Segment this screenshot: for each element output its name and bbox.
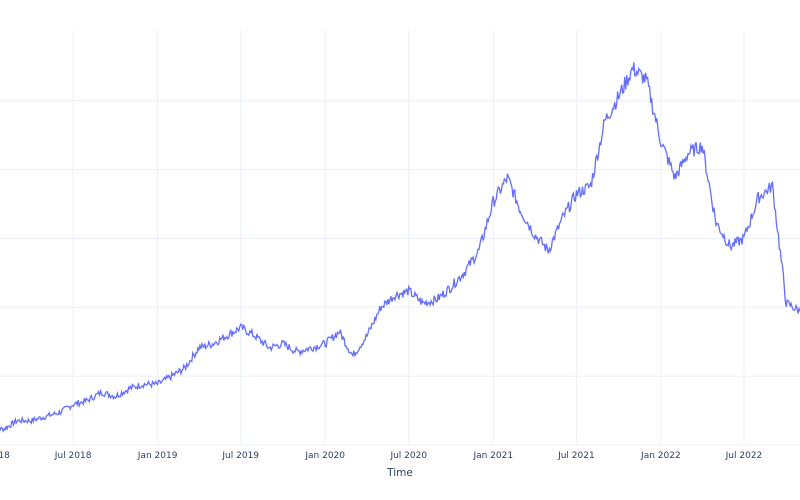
series-line <box>0 62 800 433</box>
x-tick-label: Jul 2020 <box>389 451 427 461</box>
x-tick-label: Jan 2021 <box>472 451 513 461</box>
x-tick-label: Jan 2018 <box>0 451 10 461</box>
x-tick-label: Jul 2021 <box>557 451 595 461</box>
x-gridlines <box>72 30 745 445</box>
y-gridlines <box>0 100 800 446</box>
x-tick-label: Jan 2022 <box>640 451 681 461</box>
x-tick-label: Jul 2019 <box>221 451 259 461</box>
x-tick-label: Jan 2020 <box>304 451 345 461</box>
x-tick-labels: Jan 2018 Jul 2018 Jan 2019 Jul 2019 Jan 2020… <box>0 451 762 461</box>
x-tick-label: Jan 2019 <box>137 451 178 461</box>
x-axis-title: Time <box>386 467 413 479</box>
x-tick-label: Jul 2022 <box>725 451 763 461</box>
x-tick-label: Jul 2018 <box>54 451 92 461</box>
